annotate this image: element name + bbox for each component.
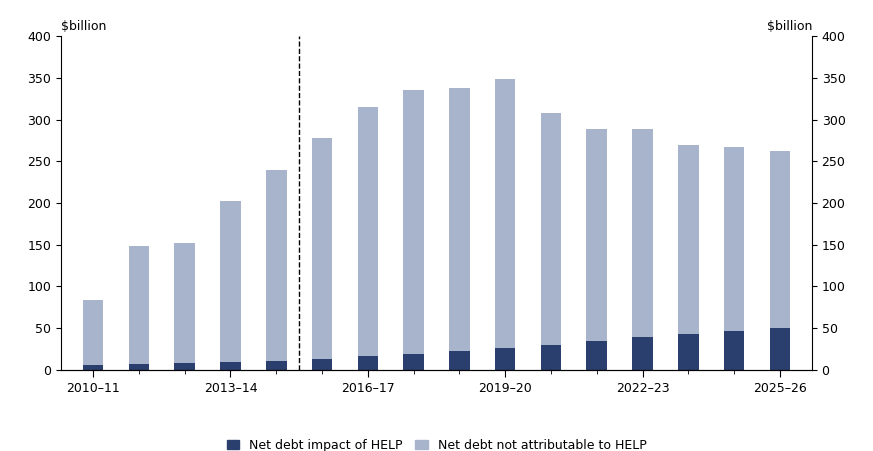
Bar <box>128 364 149 370</box>
Bar <box>540 113 561 345</box>
Bar <box>312 359 333 370</box>
Bar <box>358 356 378 370</box>
Bar <box>175 363 195 370</box>
Bar <box>632 337 653 370</box>
Bar <box>678 334 698 370</box>
Bar <box>724 331 745 370</box>
Bar <box>83 300 104 365</box>
Bar <box>220 362 241 370</box>
Bar <box>312 138 333 359</box>
Bar <box>403 354 424 370</box>
Bar <box>724 147 745 331</box>
Text: $billion: $billion <box>766 20 812 33</box>
Bar <box>678 145 698 334</box>
Bar <box>495 79 515 348</box>
Bar <box>495 348 515 370</box>
Bar <box>632 129 653 337</box>
Bar <box>540 345 561 370</box>
Bar <box>403 90 424 354</box>
Bar <box>175 243 195 363</box>
Text: $billion: $billion <box>61 20 107 33</box>
Legend: Net debt impact of HELP, Net debt not attributable to HELP: Net debt impact of HELP, Net debt not at… <box>222 434 651 451</box>
Bar <box>266 170 286 361</box>
Bar <box>128 246 149 364</box>
Bar <box>587 341 607 370</box>
Bar <box>587 129 607 341</box>
Bar <box>220 201 241 362</box>
Bar <box>769 328 790 370</box>
Bar <box>449 351 470 370</box>
Bar <box>769 151 790 328</box>
Bar <box>83 365 104 370</box>
Bar <box>358 107 378 356</box>
Bar <box>266 361 286 370</box>
Bar <box>449 88 470 351</box>
